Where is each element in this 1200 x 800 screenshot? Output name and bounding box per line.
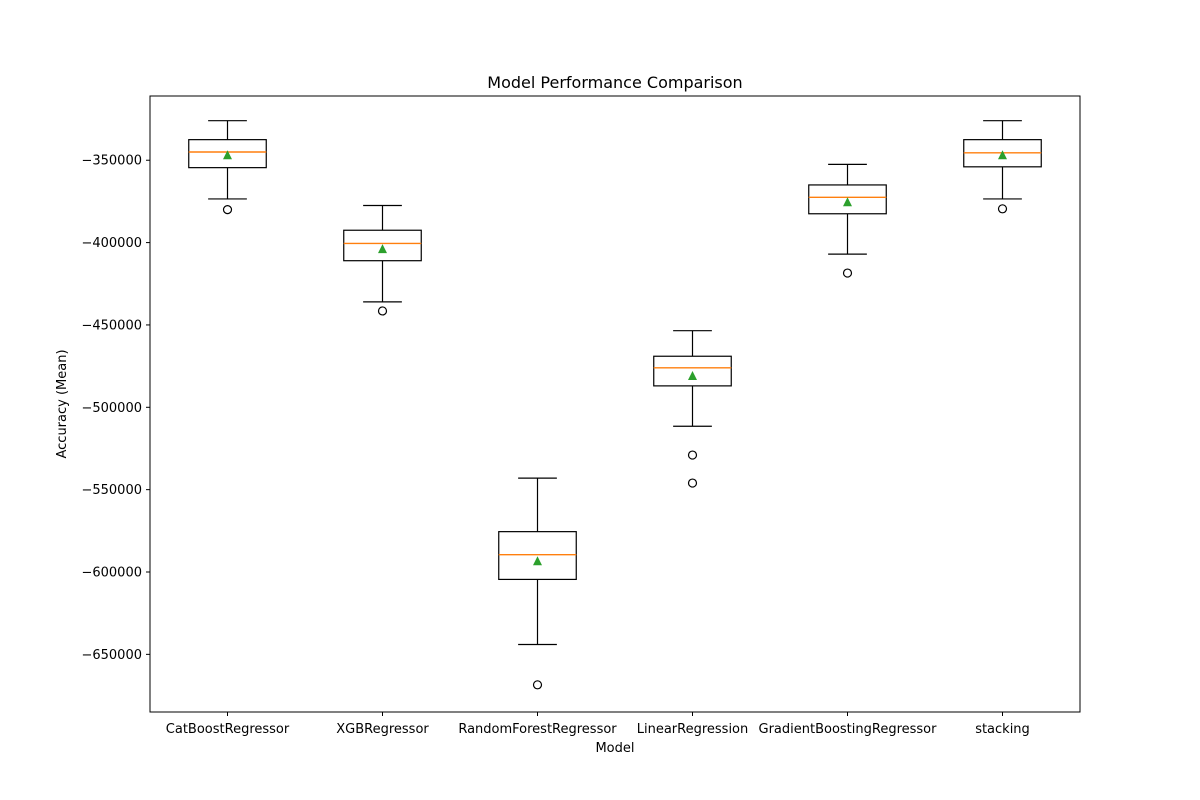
outlier-point xyxy=(687,450,698,460)
iqr-box xyxy=(808,184,887,215)
y-tick-label: −650000 xyxy=(81,648,142,663)
y-tick-label: −500000 xyxy=(81,401,142,416)
mean-marker xyxy=(688,371,697,380)
y-tick-label: −350000 xyxy=(81,154,142,169)
box-series xyxy=(188,120,1042,690)
x-tick-label: CatBoostRegressor xyxy=(166,722,290,737)
x-tick-label: GradientBoostingRegressor xyxy=(759,722,938,737)
outlier-point xyxy=(842,268,853,278)
outlier-point xyxy=(997,204,1008,214)
y-tick-label: −450000 xyxy=(81,318,142,333)
outlier-point xyxy=(377,306,388,316)
mean-marker xyxy=(378,244,387,254)
x-tick-label: LinearRegression xyxy=(637,722,749,737)
y-tick-label: −400000 xyxy=(81,236,142,251)
x-axis-title: Model xyxy=(595,741,634,756)
x-tick-label: stacking xyxy=(975,722,1030,737)
mean-marker xyxy=(223,150,232,160)
iqr-box xyxy=(653,355,732,387)
y-tick-label: −600000 xyxy=(81,566,142,581)
chart-title: Model Performance Comparison xyxy=(487,73,742,92)
y-axis: −350000 −400000 −450000 −500000 −550000 −6000… xyxy=(81,154,150,663)
mean-marker xyxy=(843,197,852,207)
x-tick-label: RandomForestRegressor xyxy=(458,722,617,737)
y-axis-title: Accuracy (Mean) xyxy=(55,349,70,458)
outlier-point xyxy=(532,680,543,690)
iqr-box xyxy=(343,229,422,262)
x-tick-label: XGBRegressor xyxy=(336,722,429,737)
mean-marker xyxy=(998,150,1007,160)
y-tick-label: −550000 xyxy=(81,483,142,498)
iqr-box xyxy=(498,531,577,581)
plot-frame xyxy=(149,95,1081,713)
outlier-point xyxy=(687,478,698,488)
outlier-point xyxy=(222,205,233,215)
x-axis: CatBoostRegressor XGBRegressor RandomFores… xyxy=(166,712,1030,737)
mean-marker xyxy=(533,556,542,566)
iqr-box xyxy=(188,139,267,169)
